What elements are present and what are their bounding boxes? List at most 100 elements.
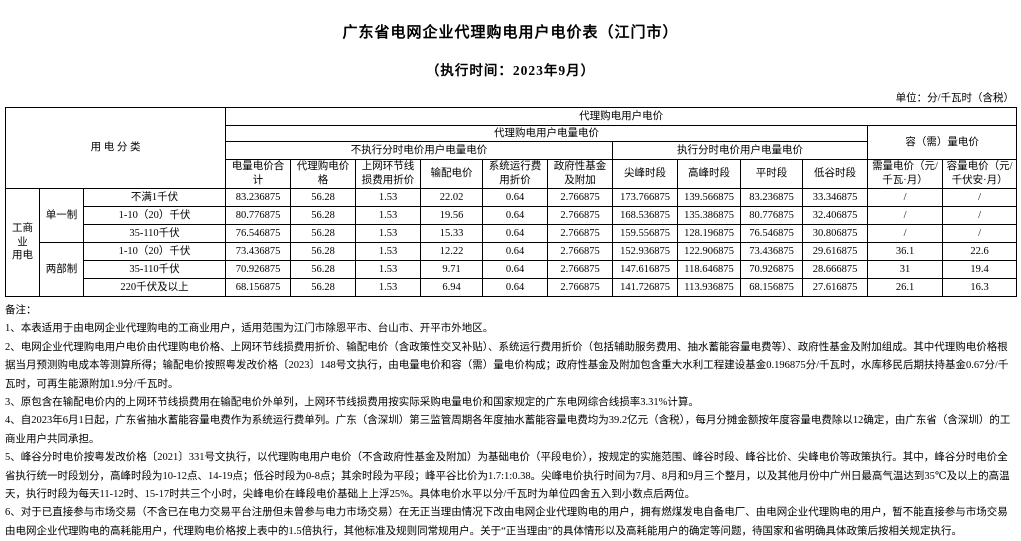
- price-cell: 56.28: [290, 224, 357, 243]
- price-cell: 76.546875: [740, 224, 804, 243]
- voltage-cell: 1-10（20）千伏: [82, 242, 227, 261]
- price-cell: 76.546875: [225, 224, 292, 243]
- price-cell: 16.3: [942, 278, 1018, 297]
- header-group-price: 代理购电用户电价: [225, 107, 1018, 126]
- col-header-transmission: 输配电价: [420, 159, 484, 189]
- price-cell: 32.406875: [802, 206, 869, 225]
- price-cell: 6.94: [420, 278, 484, 297]
- price-cell: 22.02: [420, 188, 484, 207]
- header-tou: 执行分时电价用户电量电价: [612, 141, 869, 160]
- price-cell: /: [867, 188, 944, 207]
- price-cell: 1.53: [355, 206, 422, 225]
- price-cell: 29.616875: [802, 242, 869, 261]
- header-non-tou: 不执行分时电价用户电量电价: [225, 141, 614, 160]
- price-cell: 0.64: [482, 242, 549, 261]
- price-cell: 0.64: [482, 224, 549, 243]
- price-cell: 80.776875: [740, 206, 804, 225]
- price-cell: 22.6: [942, 242, 1018, 261]
- voltage-cell: 220千伏及以上: [82, 278, 227, 297]
- price-cell: 2.766875: [547, 278, 614, 297]
- price-cell: 33.346875: [802, 188, 869, 207]
- note-5: 5、峰谷分时电价按粤发改价格〔2021〕331号文执行，以代理购电用户电价（不含…: [5, 452, 1010, 501]
- price-cell: 12.22: [420, 242, 484, 261]
- price-cell: 2.766875: [547, 188, 614, 207]
- price-cell: 122.906875: [677, 242, 742, 261]
- price-cell: 80.776875: [225, 206, 292, 225]
- col-header-total: 电量电价合计: [225, 159, 292, 189]
- price-cell: 1.53: [355, 260, 422, 279]
- price-cell: 2.766875: [547, 206, 614, 225]
- price-cell: 2.766875: [547, 224, 614, 243]
- price-cell: 31: [867, 260, 944, 279]
- price-cell: 0.64: [482, 260, 549, 279]
- col-header-gov-fund: 政府性基金及附加: [547, 159, 614, 189]
- price-cell: 68.156875: [225, 278, 292, 297]
- price-cell: 0.64: [482, 206, 549, 225]
- price-cell: 2.766875: [547, 260, 614, 279]
- table-row: 两部制 1-10（20）千伏 73.436875 56.28 1.53 12.2…: [6, 242, 1018, 297]
- note-2: 2、电网企业代理购电用户电价由代理购电价格、上网环节线损费用折价、输配电价（含政…: [5, 341, 1009, 390]
- price-cell: 147.616875: [612, 260, 679, 279]
- price-cell: 9.71: [420, 260, 484, 279]
- price-cell: 56.28: [290, 278, 357, 297]
- price-cell: 139.566875: [677, 188, 742, 207]
- voltage-cell: 35-110千伏: [82, 260, 227, 279]
- price-cell: 56.28: [290, 260, 357, 279]
- price-cell: 135.386875: [677, 206, 742, 225]
- col-header-demand-price: 需量电价（元/千瓦·月）: [867, 159, 944, 189]
- col-header-valley: 低谷时段: [802, 159, 869, 189]
- price-cell: 70.926875: [740, 260, 804, 279]
- note-6: 6、对于已直接参与市场交易（不含已在电力交易平台注册但未曾参与电力市场交易）在无…: [5, 507, 1008, 537]
- note-3: 3、原包含在输配电价内的上网环节线损费用在输配电价外单列，上网环节线损费用按实际…: [5, 397, 699, 409]
- col-header-flat: 平时段: [740, 159, 804, 189]
- price-cell: 36.1: [867, 242, 944, 261]
- price-cell: 83.236875: [740, 188, 804, 207]
- price-table: 用 电 分 类 代理购电用户电价 代理购电用户电量电价 容（需）量电价 不执行分…: [4, 107, 1018, 297]
- table-row: 220千伏及以上 68.156875 56.28 1.53 6.94 0.64 …: [6, 278, 1018, 297]
- price-cell: 28.666875: [802, 260, 869, 279]
- price-cell: 73.436875: [740, 242, 804, 261]
- price-cell: 70.926875: [225, 260, 292, 279]
- price-cell: 152.936875: [612, 242, 679, 261]
- price-cell: 56.28: [290, 206, 357, 225]
- price-cell: 26.1: [867, 278, 944, 297]
- notes-section: 备注： 1、本表适用于由电网企业代理购电的工商业用户，适用范围为江门市除恩平市、…: [5, 302, 1016, 541]
- price-cell: 30.806875: [802, 224, 869, 243]
- price-cell: 128.196875: [677, 224, 742, 243]
- price-cell: 19.4: [942, 260, 1018, 279]
- price-cell: 15.33: [420, 224, 484, 243]
- table-row: 35-110千伏 76.546875 56.28 1.53 15.33 0.64…: [6, 224, 1018, 243]
- price-cell: 159.556875: [612, 224, 679, 243]
- system-cell-single: 单一制: [39, 188, 84, 243]
- price-cell: 1.53: [355, 242, 422, 261]
- col-header-system-fee: 系统运行费用折价: [482, 159, 549, 189]
- price-cell: /: [942, 224, 1018, 243]
- price-cell: 2.766875: [547, 242, 614, 261]
- table-row: 1-10（20）千伏 80.776875 56.28 1.53 19.56 0.…: [6, 206, 1018, 225]
- price-cell: 118.646875: [677, 260, 742, 279]
- price-cell: 1.53: [355, 188, 422, 207]
- col-header-peak: 高峰时段: [677, 159, 742, 189]
- price-cell: 73.436875: [225, 242, 292, 261]
- col-header-sharp-peak: 尖峰时段: [612, 159, 679, 189]
- price-cell: 0.64: [482, 188, 549, 207]
- price-cell: 0.64: [482, 278, 549, 297]
- price-cell: 68.156875: [740, 278, 804, 297]
- price-cell: 56.28: [290, 188, 357, 207]
- voltage-cell: 不满1千伏: [82, 188, 227, 207]
- price-cell: 173.766875: [612, 188, 679, 207]
- unit-note: 单位：分/千瓦时（含税）: [895, 93, 1014, 104]
- price-cell: 56.28: [290, 242, 357, 261]
- price-cell: /: [942, 206, 1018, 225]
- col-header-line-loss: 上网环节线损费用折价: [355, 159, 422, 189]
- table-row: 35-110千伏 70.926875 56.28 1.53 9.71 0.64 …: [6, 260, 1018, 279]
- header-capacity-group: 容（需）量电价: [867, 125, 1018, 160]
- price-cell: 1.53: [355, 278, 422, 297]
- price-cell: 141.726875: [612, 278, 679, 297]
- page-subtitle: （执行时间：2023年9月）: [425, 63, 596, 78]
- voltage-cell: 1-10（20）千伏: [82, 206, 227, 225]
- price-cell: 1.53: [355, 224, 422, 243]
- price-cell: /: [942, 188, 1018, 207]
- col-header-capacity-price: 容量电价（元/千伏安·月）: [942, 159, 1018, 189]
